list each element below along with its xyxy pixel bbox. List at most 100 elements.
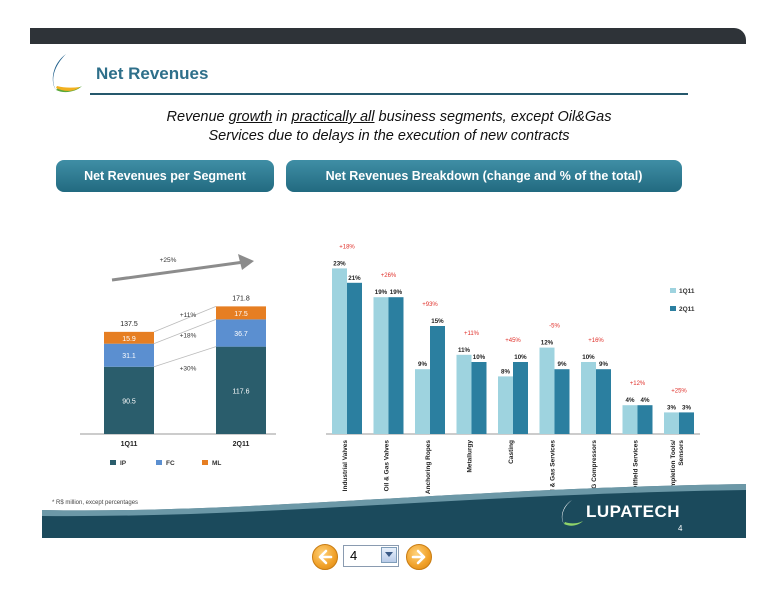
growth-arrow-head: [238, 254, 254, 270]
change-label: +18%: [339, 244, 355, 250]
previous-slide-button[interactable]: [312, 544, 338, 570]
category-label: Sensors: [678, 440, 685, 466]
slide: Net Revenues Revenue growth in practical…: [30, 28, 746, 538]
bar-1q11: [498, 376, 513, 434]
subtitle-part: in: [272, 109, 292, 125]
legend-label: ML: [212, 460, 221, 466]
category-label: 2Q11: [233, 441, 250, 448]
legend-label: 2Q11: [679, 306, 695, 313]
change-label: +45%: [505, 338, 521, 344]
category-label: Metallurgy: [467, 440, 474, 473]
lupatech-brand-icon: [561, 500, 583, 526]
category-label: Oil & Gas Valves: [384, 440, 391, 492]
bar-value-label: 10%: [582, 354, 595, 361]
change-label: +11%: [464, 331, 480, 337]
right-section-header: Net Revenues Breakdown (change and % of …: [286, 160, 682, 192]
bar-segment-ml: [216, 306, 266, 320]
bar-value-label: 10%: [473, 354, 486, 361]
slide-top-bar: [30, 28, 746, 44]
segment-connector: [153, 346, 217, 368]
bar-2q11: [554, 369, 570, 434]
category-label: VNG Compressors: [591, 440, 598, 498]
legend-swatch-fc: [156, 460, 162, 465]
growth-arrow: [111, 260, 245, 282]
bar-1q11: [539, 347, 555, 434]
subtitle-line-2: Services due to delays in the execution …: [208, 128, 570, 144]
subtitle-part-underlined: practically all: [291, 109, 375, 125]
overall-change-label: +25%: [160, 257, 177, 264]
bar-2q11: [430, 326, 445, 434]
net-revenues-per-segment-chart: 90.5 31.1 15.9 137.5 1Q11 117.6 36.7 17.5 171.8 2…: [80, 254, 276, 466]
page-select-dropdown[interactable]: [381, 547, 397, 563]
stack-total-label: 171.8: [232, 295, 250, 302]
bar-value-label: 15%: [431, 318, 444, 325]
segment-value-label: 36.7: [234, 331, 248, 338]
bar-1q11: [456, 354, 472, 434]
left-section-header: Net Revenues per Segment: [56, 160, 274, 192]
category-label: Industrial Valves: [342, 440, 349, 492]
slide-subtitle: Revenue growth in practically all busine…: [90, 108, 688, 146]
lupatech-logo-icon: [52, 54, 82, 93]
category-label: Anchoring Ropes: [425, 440, 432, 495]
bar-value-label: 19%: [375, 289, 388, 296]
change-label: +16%: [588, 338, 604, 344]
bar-1q11: [664, 412, 679, 434]
bar-value-label: 3%: [667, 404, 676, 411]
segment-value-label: 17.5: [234, 311, 248, 318]
arrow-left-icon: [318, 549, 333, 565]
bar-value-label: 12%: [541, 340, 554, 347]
brand-name: LUPATECH: [586, 502, 681, 521]
bar-1q11: [415, 369, 430, 434]
bar-value-label: 21%: [348, 275, 361, 282]
bar-1q11: [581, 362, 596, 434]
subtitle-part: Revenue: [166, 109, 229, 125]
subtitle-part-underlined: growth: [228, 109, 273, 125]
bar-value-label: 9%: [599, 361, 608, 368]
segment-connector: [153, 306, 217, 333]
change-label: +26%: [381, 273, 397, 279]
bar-value-label: 9%: [418, 361, 427, 368]
bar-2q11: [513, 362, 528, 434]
category-label: Completion Tools/: [670, 440, 677, 496]
footnote: * R$ million, except percentages: [52, 500, 139, 506]
change-label: +25%: [671, 388, 687, 394]
bar-value-label: 11%: [458, 347, 471, 354]
bar-2q11: [637, 405, 653, 434]
segment-change-label: +18%: [180, 333, 197, 340]
slide-page-number: 4: [678, 524, 683, 533]
bar-value-label: 10%: [514, 354, 527, 361]
bar-value-label: 8%: [501, 368, 510, 375]
subtitle-part: business segments, except Oil&Gas: [374, 109, 612, 125]
legend-swatch-2q11: [670, 306, 676, 311]
page-select-value: 4: [350, 548, 358, 563]
segment-change-label: +11%: [180, 312, 197, 319]
change-label: +12%: [630, 381, 646, 387]
bar-segment-ml: [104, 331, 154, 344]
stack-total-label: 137.5: [120, 321, 138, 328]
segment-value-label: 15.9: [122, 336, 136, 343]
page-select[interactable]: 4: [343, 545, 399, 567]
bar-value-label: 19%: [390, 289, 403, 296]
chevron-down-icon: [385, 552, 393, 557]
legend-label: 1Q11: [679, 288, 695, 295]
segment-value-label: 117.6: [233, 388, 250, 395]
change-label: +93%: [422, 302, 438, 308]
next-slide-button[interactable]: [406, 544, 432, 570]
slide-title: Net Revenues: [96, 64, 209, 83]
bar-2q11: [596, 369, 611, 434]
bar-value-label: 4%: [626, 397, 635, 404]
bar-value-label: 4%: [641, 397, 650, 404]
slide-navigation: 4: [310, 542, 440, 570]
bar-1q11: [373, 297, 389, 434]
category-label: Casting: [508, 440, 515, 464]
bar-segment-ip: [104, 366, 154, 434]
bar-2q11: [388, 297, 404, 434]
segment-value-label: 31.1: [122, 353, 136, 360]
legend-label: IP: [120, 460, 127, 466]
segment-value-label: 90.5: [122, 398, 136, 405]
bar-2q11: [347, 282, 362, 434]
bar-segment-ip: [216, 346, 266, 434]
bar-1q11: [622, 405, 638, 434]
bar-value-label: 3%: [682, 404, 691, 411]
legend-swatch-ml: [202, 460, 208, 465]
